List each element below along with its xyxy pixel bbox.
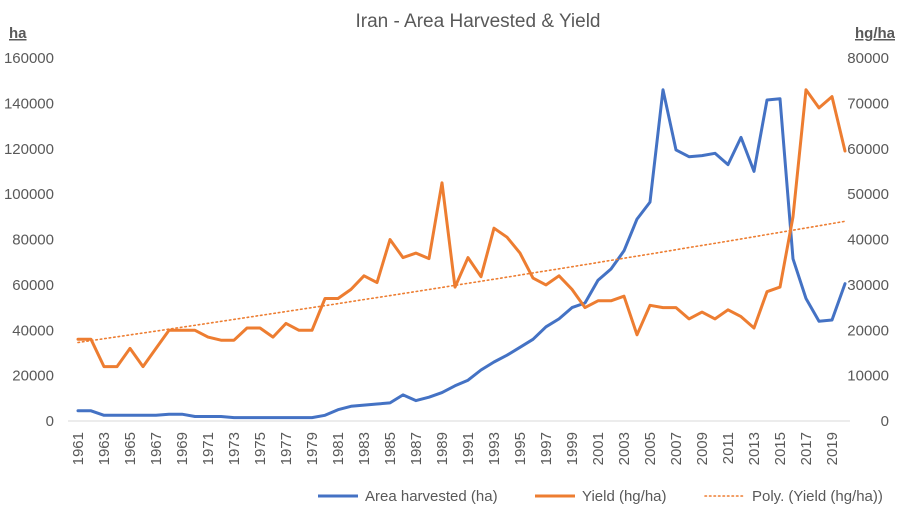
- legend-item: Yield (hg/ha): [535, 488, 667, 505]
- x-tick-label: 1997: [538, 432, 555, 465]
- x-tick-label: 1989: [434, 432, 451, 465]
- x-tick-label: 1965: [122, 432, 139, 465]
- y-left-tick-label: 60000: [12, 277, 54, 294]
- series-layer: [76, 88, 847, 420]
- legend-item: Area harvested (ha): [318, 488, 498, 505]
- y-right-axis-label: hg/ha: [855, 25, 896, 42]
- x-tick-label: 1979: [304, 432, 321, 465]
- y-right-tick-label: 20000: [847, 322, 889, 339]
- y-right-tick-label: 60000: [847, 141, 889, 158]
- x-tick-label: 2003: [616, 432, 633, 465]
- y-right-tick-label: 10000: [847, 368, 889, 385]
- x-ticks: 1961 1963 1965 1967 1969 1971 1973 1975 1977 1979…: [70, 432, 841, 465]
- y-left-tick-label: 40000: [12, 322, 54, 339]
- legend: Area harvested (ha) Yield (hg/ha) Poly. (Y…: [318, 488, 883, 505]
- series-line-trend: [77, 220, 846, 344]
- x-tick-label: 1981: [330, 432, 347, 465]
- x-tick-label: 2019: [824, 432, 841, 465]
- x-tick-label: 1973: [226, 432, 243, 465]
- x-tick-label: 2017: [798, 432, 815, 465]
- y-left-tick-label: 80000: [12, 232, 54, 249]
- y-right-tick-label: 50000: [847, 186, 889, 203]
- x-tick-label: 1983: [356, 432, 373, 465]
- x-tick-label: 1961: [70, 432, 87, 465]
- y-left-tick-label: 140000: [4, 95, 54, 112]
- y-right-tick-label: 80000: [847, 50, 889, 67]
- series-line-yield: [76, 88, 847, 369]
- chart-title: Iran - Area Harvested & Yield: [355, 11, 600, 32]
- legend-label: Area harvested (ha): [365, 488, 498, 505]
- x-tick-label: 1999: [564, 432, 581, 465]
- x-tick-label: 1987: [408, 432, 425, 465]
- y-left-ticks: 0 20000 40000 60000 80000 100000 120000 140000 1…: [4, 50, 54, 430]
- x-tick-label: 1995: [512, 432, 529, 465]
- legend-label: Yield (hg/ha): [582, 488, 667, 505]
- y-left-tick-label: 0: [46, 413, 54, 430]
- x-tick-label: 1985: [382, 432, 399, 465]
- x-tick-label: 1963: [96, 432, 113, 465]
- y-right-ticks: 0 10000 20000 30000 40000 50000 60000 70000 8000…: [847, 50, 889, 430]
- y-left-tick-label: 160000: [4, 50, 54, 67]
- legend-item: Poly. (Yield (hg/ha)): [704, 488, 883, 505]
- y-left-tick-label: 100000: [4, 186, 54, 203]
- x-tick-label: 1975: [252, 432, 269, 465]
- x-tick-label: 2001: [590, 432, 607, 465]
- x-tick-label: 2009: [694, 432, 711, 465]
- y-right-tick-label: 40000: [847, 232, 889, 249]
- y-left-axis-label: ha: [9, 25, 27, 42]
- x-tick-label: 1993: [486, 432, 503, 465]
- x-tick-label: 2011: [720, 432, 737, 464]
- y-right-tick-label: 0: [881, 413, 889, 430]
- x-tick-label: 1969: [174, 432, 191, 465]
- x-tick-label: 1971: [200, 432, 217, 465]
- x-tick-label: 1977: [278, 432, 295, 465]
- y-right-tick-label: 70000: [847, 95, 889, 112]
- y-left-tick-label: 120000: [4, 141, 54, 158]
- legend-label: Poly. (Yield (hg/ha)): [752, 488, 883, 505]
- x-tick-label: 2005: [642, 432, 659, 465]
- x-tick-label: 2015: [772, 432, 789, 465]
- x-tick-label: 2007: [668, 432, 685, 465]
- y-left-tick-label: 20000: [12, 368, 54, 385]
- series-line-area-harvested: [76, 88, 847, 420]
- y-right-tick-label: 30000: [847, 277, 889, 294]
- x-tick-label: 1967: [148, 432, 165, 465]
- x-tick-label: 1991: [460, 432, 477, 465]
- x-tick-label: 2013: [746, 432, 763, 465]
